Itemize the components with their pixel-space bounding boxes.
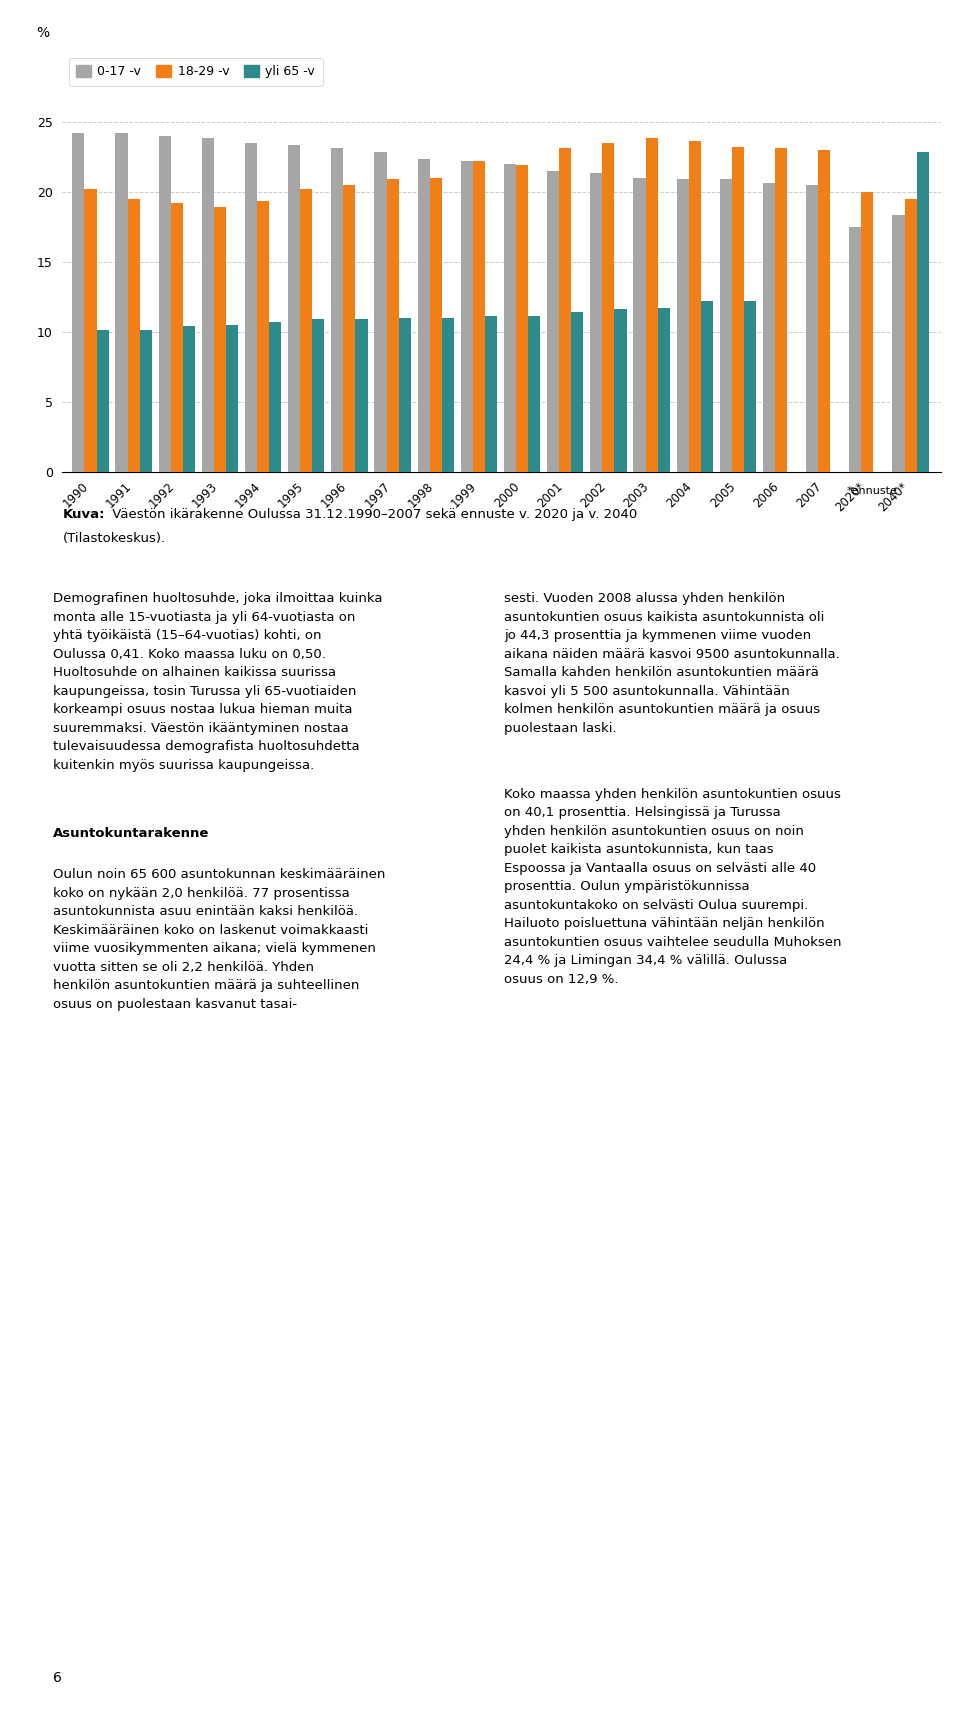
Bar <box>688 141 701 472</box>
Legend: 0-17 -v, 18-29 -v, yli 65 -v: 0-17 -v, 18-29 -v, yli 65 -v <box>69 58 323 86</box>
Bar <box>202 139 214 472</box>
Bar <box>115 132 128 472</box>
Bar <box>850 227 861 472</box>
Bar <box>744 300 756 472</box>
Bar <box>571 312 584 472</box>
Bar <box>461 161 473 472</box>
Bar <box>917 153 928 472</box>
Text: Kuva:: Kuva: <box>62 508 105 522</box>
Bar <box>560 148 571 472</box>
Bar <box>904 199 917 472</box>
Bar <box>257 201 269 472</box>
Bar <box>226 324 238 472</box>
Bar <box>677 178 688 472</box>
Bar <box>182 326 195 472</box>
Text: Asuntokuntarakenne: Asuntokuntarakenne <box>53 827 209 841</box>
Bar <box>806 185 818 472</box>
Bar <box>732 148 744 472</box>
Text: *ennuste: *ennuste <box>847 486 898 496</box>
Bar <box>418 160 430 472</box>
Bar <box>97 331 108 472</box>
Bar <box>139 331 152 472</box>
Bar <box>312 319 324 472</box>
Bar <box>473 161 485 472</box>
Text: (Tilastokeskus).: (Tilastokeskus). <box>62 532 165 546</box>
Bar <box>861 192 874 472</box>
Bar <box>763 184 775 472</box>
Bar <box>214 208 226 472</box>
Bar <box>128 199 139 472</box>
Bar <box>614 309 627 472</box>
Bar <box>355 319 368 472</box>
Bar <box>398 317 411 472</box>
Text: Koko maassa yhden henkilön asuntokuntien osuus
on 40,1 prosenttia. Helsingissä j: Koko maassa yhden henkilön asuntokuntien… <box>504 788 842 985</box>
Bar <box>171 202 182 472</box>
Text: Väestön ikärakenne Oulussa 31.12.1990–2007 sekä ennuste v. 2020 ja v. 2040: Väestön ikärakenne Oulussa 31.12.1990–20… <box>108 508 637 522</box>
Bar <box>84 189 97 472</box>
Bar <box>331 148 344 472</box>
Bar <box>602 142 614 472</box>
Bar <box>701 300 713 472</box>
Bar <box>590 173 602 472</box>
Text: Oulun noin 65 600 asuntokunnan keskimääräinen
koko on nykään 2,0 henkilöä. 77 pr: Oulun noin 65 600 asuntokunnan keskimäär… <box>53 868 385 1011</box>
Bar <box>344 185 355 472</box>
Text: Demografinen huoltosuhde, joka ilmoittaa kuinka
monta alle 15-vuotiasta ja yli 6: Demografinen huoltosuhde, joka ilmoittaa… <box>53 592 382 772</box>
Bar <box>430 178 442 472</box>
Bar <box>720 178 732 472</box>
Bar <box>818 149 830 472</box>
Text: 6: 6 <box>53 1671 61 1685</box>
Bar <box>72 132 84 472</box>
Text: %: % <box>36 26 49 39</box>
Bar <box>645 139 658 472</box>
Bar <box>300 189 312 472</box>
Bar <box>387 178 398 472</box>
Bar <box>288 146 300 472</box>
Bar <box>504 163 516 472</box>
Bar <box>893 216 904 472</box>
Bar <box>485 316 497 472</box>
Bar <box>374 153 387 472</box>
Bar <box>634 178 645 472</box>
Bar <box>528 316 540 472</box>
Bar <box>269 323 281 472</box>
Bar <box>775 148 787 472</box>
Bar <box>158 136 171 472</box>
Bar <box>442 317 454 472</box>
Bar <box>547 170 560 472</box>
Bar <box>516 165 528 472</box>
Bar <box>658 307 670 472</box>
Text: sesti. Vuoden 2008 alussa yhden henkilön
asuntokuntien osuus kaikista asuntokunn: sesti. Vuoden 2008 alussa yhden henkilön… <box>504 592 840 734</box>
Bar <box>245 142 257 472</box>
